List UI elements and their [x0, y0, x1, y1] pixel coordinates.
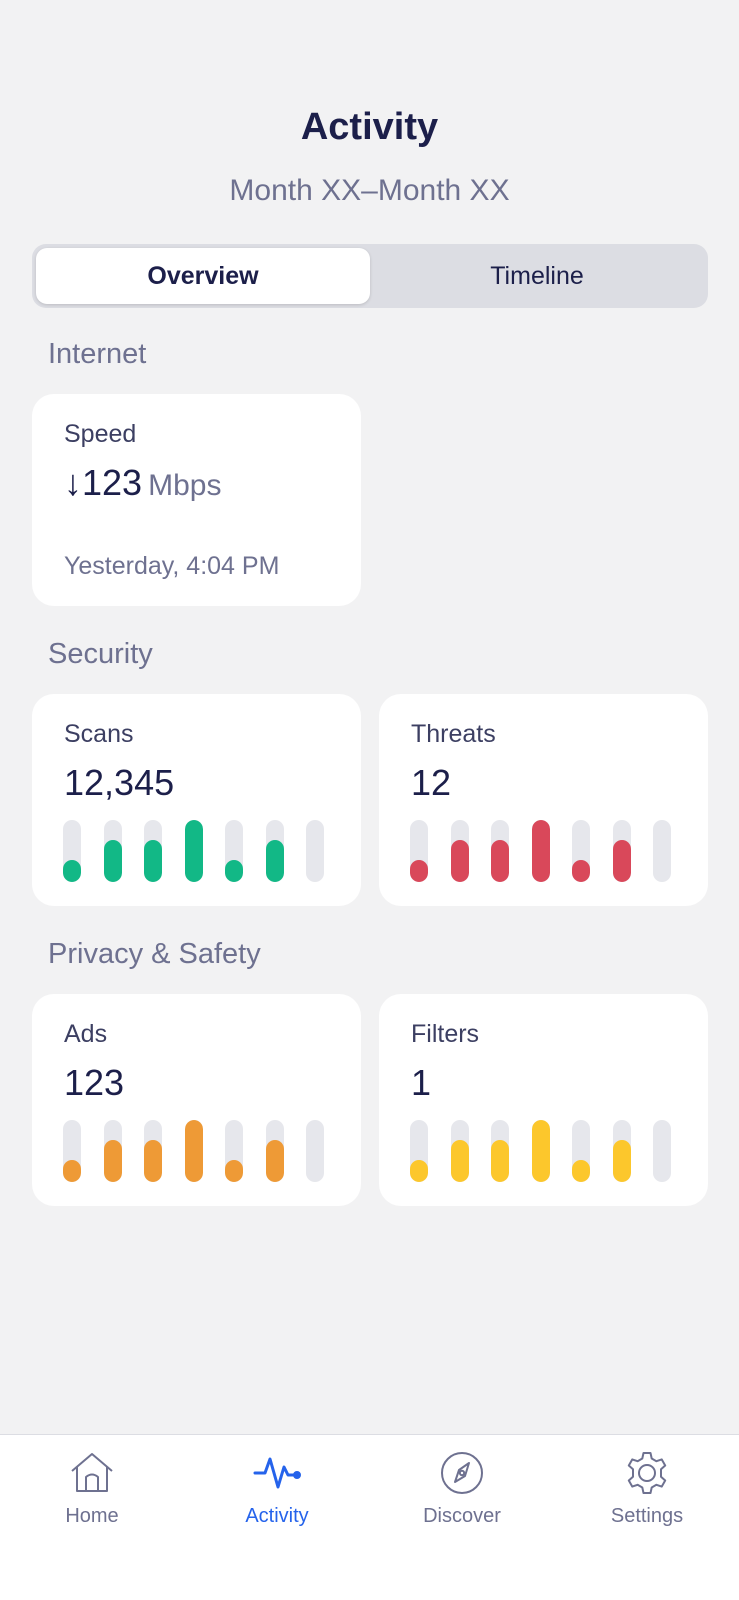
threats-bar-7	[653, 820, 671, 882]
filters-bar-4	[531, 1120, 550, 1182]
page-title: Activity	[300, 106, 439, 148]
ads-bar-5	[225, 1120, 243, 1182]
download-arrow-icon: ↓	[64, 462, 82, 503]
tab-activity-label: Activity	[245, 1505, 309, 1527]
ads-bar-4	[184, 1120, 203, 1182]
speed-unit: Mbps	[148, 469, 222, 502]
threats-bar-fill-5	[572, 860, 590, 882]
ads-card[interactable]: Ads 123	[32, 994, 361, 1206]
filters-bar-2	[450, 1120, 469, 1182]
threats-label: Threats	[411, 720, 496, 748]
compass-icon	[441, 1452, 483, 1494]
threats-card[interactable]: Threats 12	[379, 694, 708, 906]
gear-icon	[627, 1452, 667, 1494]
ads-bar-3	[144, 1120, 162, 1182]
ads-bars	[63, 1120, 333, 1182]
ads-bar-fill-5	[225, 1160, 243, 1182]
filters-bar-fill-5	[572, 1160, 590, 1182]
threats-bar-fill-3	[491, 840, 509, 882]
bottom-tab-bar: Home Activity Discover Settings	[0, 1434, 739, 1600]
ads-label: Ads	[64, 1020, 108, 1048]
tab-discover[interactable]: Discover	[392, 1449, 532, 1541]
ads-bar-7	[306, 1120, 324, 1182]
ads-bar-fill-2	[103, 1140, 122, 1182]
scans-card[interactable]: Scans 12,345	[32, 694, 361, 906]
scans-label: Scans	[64, 720, 134, 748]
threats-bar-5	[572, 820, 590, 882]
speed-card[interactable]: Speed ↓123 Mbps Yesterday, 4:04 PM	[32, 394, 361, 606]
scans-bar-fill-6	[265, 840, 284, 882]
filters-bars	[410, 1120, 680, 1182]
threats-bars	[410, 820, 680, 882]
ads-bar-fill-3	[144, 1140, 162, 1182]
threats-bar-3	[491, 820, 509, 882]
date-range: Month XX–Month XX	[229, 174, 510, 207]
filters-value: 1	[411, 1062, 432, 1103]
scans-bar-fill-4	[184, 820, 203, 882]
section-privacy-safety: Privacy & Safety	[48, 938, 261, 970]
tab-settings-label: Settings	[610, 1505, 684, 1527]
filters-bar-6	[612, 1120, 631, 1182]
tab-timeline[interactable]: Timeline	[490, 261, 584, 290]
threats-bar-1	[410, 820, 428, 882]
tab-discover-label: Discover	[423, 1505, 501, 1527]
filters-bar-fill-3	[491, 1140, 509, 1182]
threats-value: 12	[411, 762, 452, 803]
scans-bar-6	[265, 820, 284, 882]
filters-bar-5	[572, 1120, 590, 1182]
filters-bar-fill-6	[612, 1140, 631, 1182]
scans-bar-7	[306, 820, 324, 882]
home-icon	[71, 1453, 113, 1492]
filters-card[interactable]: Filters 1	[379, 994, 708, 1206]
scans-bar-fill-5	[225, 860, 243, 882]
activity-pulse-icon	[253, 1457, 301, 1489]
scans-value: 12,345	[64, 762, 175, 803]
threats-bar-fill-1	[410, 860, 428, 882]
ads-bar-2	[103, 1120, 122, 1182]
tab-home-label: Home	[65, 1505, 119, 1527]
filters-bar-fill-1	[410, 1160, 428, 1182]
tab-settings[interactable]: Settings	[577, 1449, 717, 1541]
tab-overview[interactable]: Overview	[36, 248, 370, 304]
scans-bar-1	[63, 820, 81, 882]
threats-bar-2	[450, 820, 469, 882]
scans-bar-4	[184, 820, 203, 882]
threats-bar-4	[531, 820, 550, 882]
threats-bar-6	[612, 820, 631, 882]
scans-bar-fill-2	[103, 840, 122, 882]
filters-bar-fill-2	[450, 1140, 469, 1182]
filters-bar-1	[410, 1120, 428, 1182]
scans-bar-3	[144, 820, 162, 882]
speed-number: 123	[82, 462, 143, 503]
tab-home[interactable]: Home	[22, 1449, 162, 1541]
scans-bar-fill-1	[63, 860, 81, 882]
filters-label: Filters	[411, 1020, 480, 1048]
scans-bar-2	[103, 820, 122, 882]
threats-bar-fill-2	[450, 840, 469, 882]
view-segmented-control: Overview Timeline	[32, 244, 708, 308]
scans-bar-5	[225, 820, 243, 882]
threats-bar-fill-6	[612, 840, 631, 882]
section-internet: Internet	[48, 338, 147, 370]
speed-label: Speed	[64, 420, 137, 448]
speed-value: ↓123 Mbps	[64, 462, 221, 504]
ads-bar-fill-4	[184, 1120, 203, 1182]
filters-bar-3	[491, 1120, 509, 1182]
section-security: Security	[48, 638, 153, 670]
ads-bar-1	[63, 1120, 81, 1182]
tab-activity[interactable]: Activity	[207, 1449, 347, 1541]
filters-bar-fill-4	[531, 1120, 550, 1182]
speed-timestamp: Yesterday, 4:04 PM	[64, 552, 280, 580]
threats-bar-fill-4	[531, 820, 550, 882]
scans-bar-fill-3	[144, 840, 162, 882]
ads-bar-fill-6	[265, 1140, 284, 1182]
ads-bar-fill-1	[63, 1160, 81, 1182]
ads-value: 123	[64, 1062, 125, 1103]
scans-bars	[63, 820, 333, 882]
ads-bar-6	[265, 1120, 284, 1182]
filters-bar-7	[653, 1120, 671, 1182]
